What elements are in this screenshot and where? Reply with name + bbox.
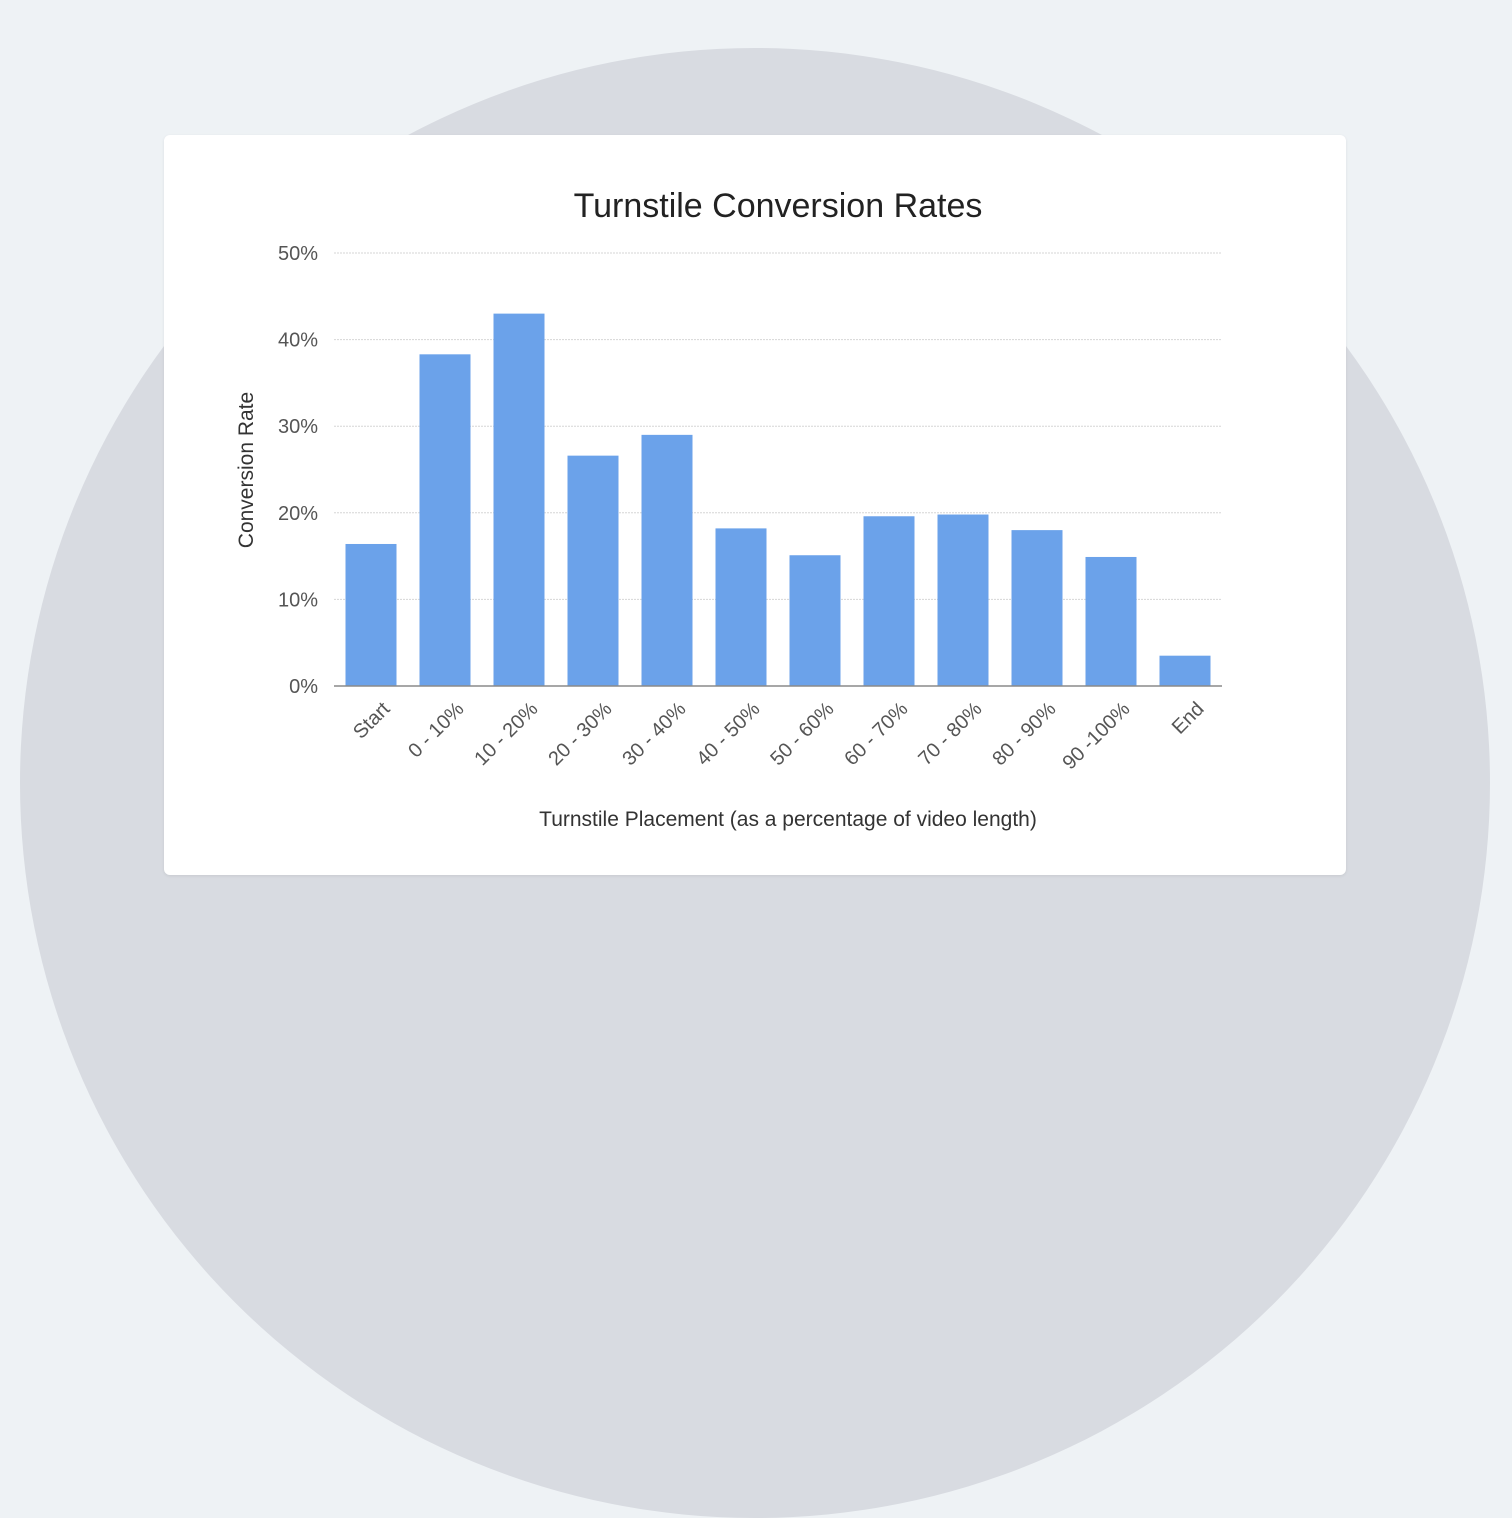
bar xyxy=(1085,556,1137,686)
x-tick-label: 60 - 70% xyxy=(840,698,912,770)
y-tick-label: 30% xyxy=(278,416,318,438)
bar xyxy=(789,555,841,686)
bar xyxy=(567,455,619,686)
y-axis-label: Conversion Rate xyxy=(235,392,258,548)
y-tick-label: 0% xyxy=(289,676,318,698)
x-tick-label: 20 - 30% xyxy=(544,698,616,770)
x-tick-labels: Start 0 - 10% 10 - 20% 20 - 30% 30 - 40% 40 -… xyxy=(349,698,1208,774)
bar xyxy=(715,528,767,686)
y-tick-labels: 0% 10% 20% 30% 40% 50% xyxy=(278,243,318,698)
x-tick-label: End xyxy=(1168,698,1209,739)
bar xyxy=(641,434,693,686)
bars xyxy=(345,313,1211,686)
bar xyxy=(345,543,397,686)
y-tick-label: 10% xyxy=(278,589,318,611)
bar-chart: Turnstile Conversion Rates 0% 10% 20% 30% 40… xyxy=(235,187,1222,831)
y-tick-label: 40% xyxy=(278,330,318,352)
y-tick-label: 50% xyxy=(278,243,318,265)
x-tick-label: Start xyxy=(349,698,395,744)
bar xyxy=(1159,655,1211,686)
x-tick-label: 40 - 50% xyxy=(692,698,764,770)
y-tick-label: 20% xyxy=(278,503,318,525)
bar xyxy=(1011,530,1063,686)
x-tick-label: 70 - 80% xyxy=(914,698,986,770)
chart-title: Turnstile Conversion Rates xyxy=(574,187,983,225)
x-tick-label: 80 - 90% xyxy=(988,698,1060,770)
bar xyxy=(937,514,989,686)
x-tick-label: 50 - 60% xyxy=(766,698,838,770)
bar xyxy=(493,313,545,686)
bar xyxy=(419,354,471,686)
x-tick-label: 90 -100% xyxy=(1058,698,1134,774)
x-axis-label: Turnstile Placement (as a percentage of … xyxy=(539,808,1037,831)
x-tick-label: 30 - 40% xyxy=(618,698,690,770)
chart-card: Turnstile Conversion Rates 0% 10% 20% 30% 40… xyxy=(164,135,1346,875)
x-tick-label: 0 - 10% xyxy=(404,698,468,762)
bar xyxy=(863,516,915,686)
grid-lines xyxy=(334,252,1222,600)
x-tick-label: 10 - 20% xyxy=(470,698,542,770)
